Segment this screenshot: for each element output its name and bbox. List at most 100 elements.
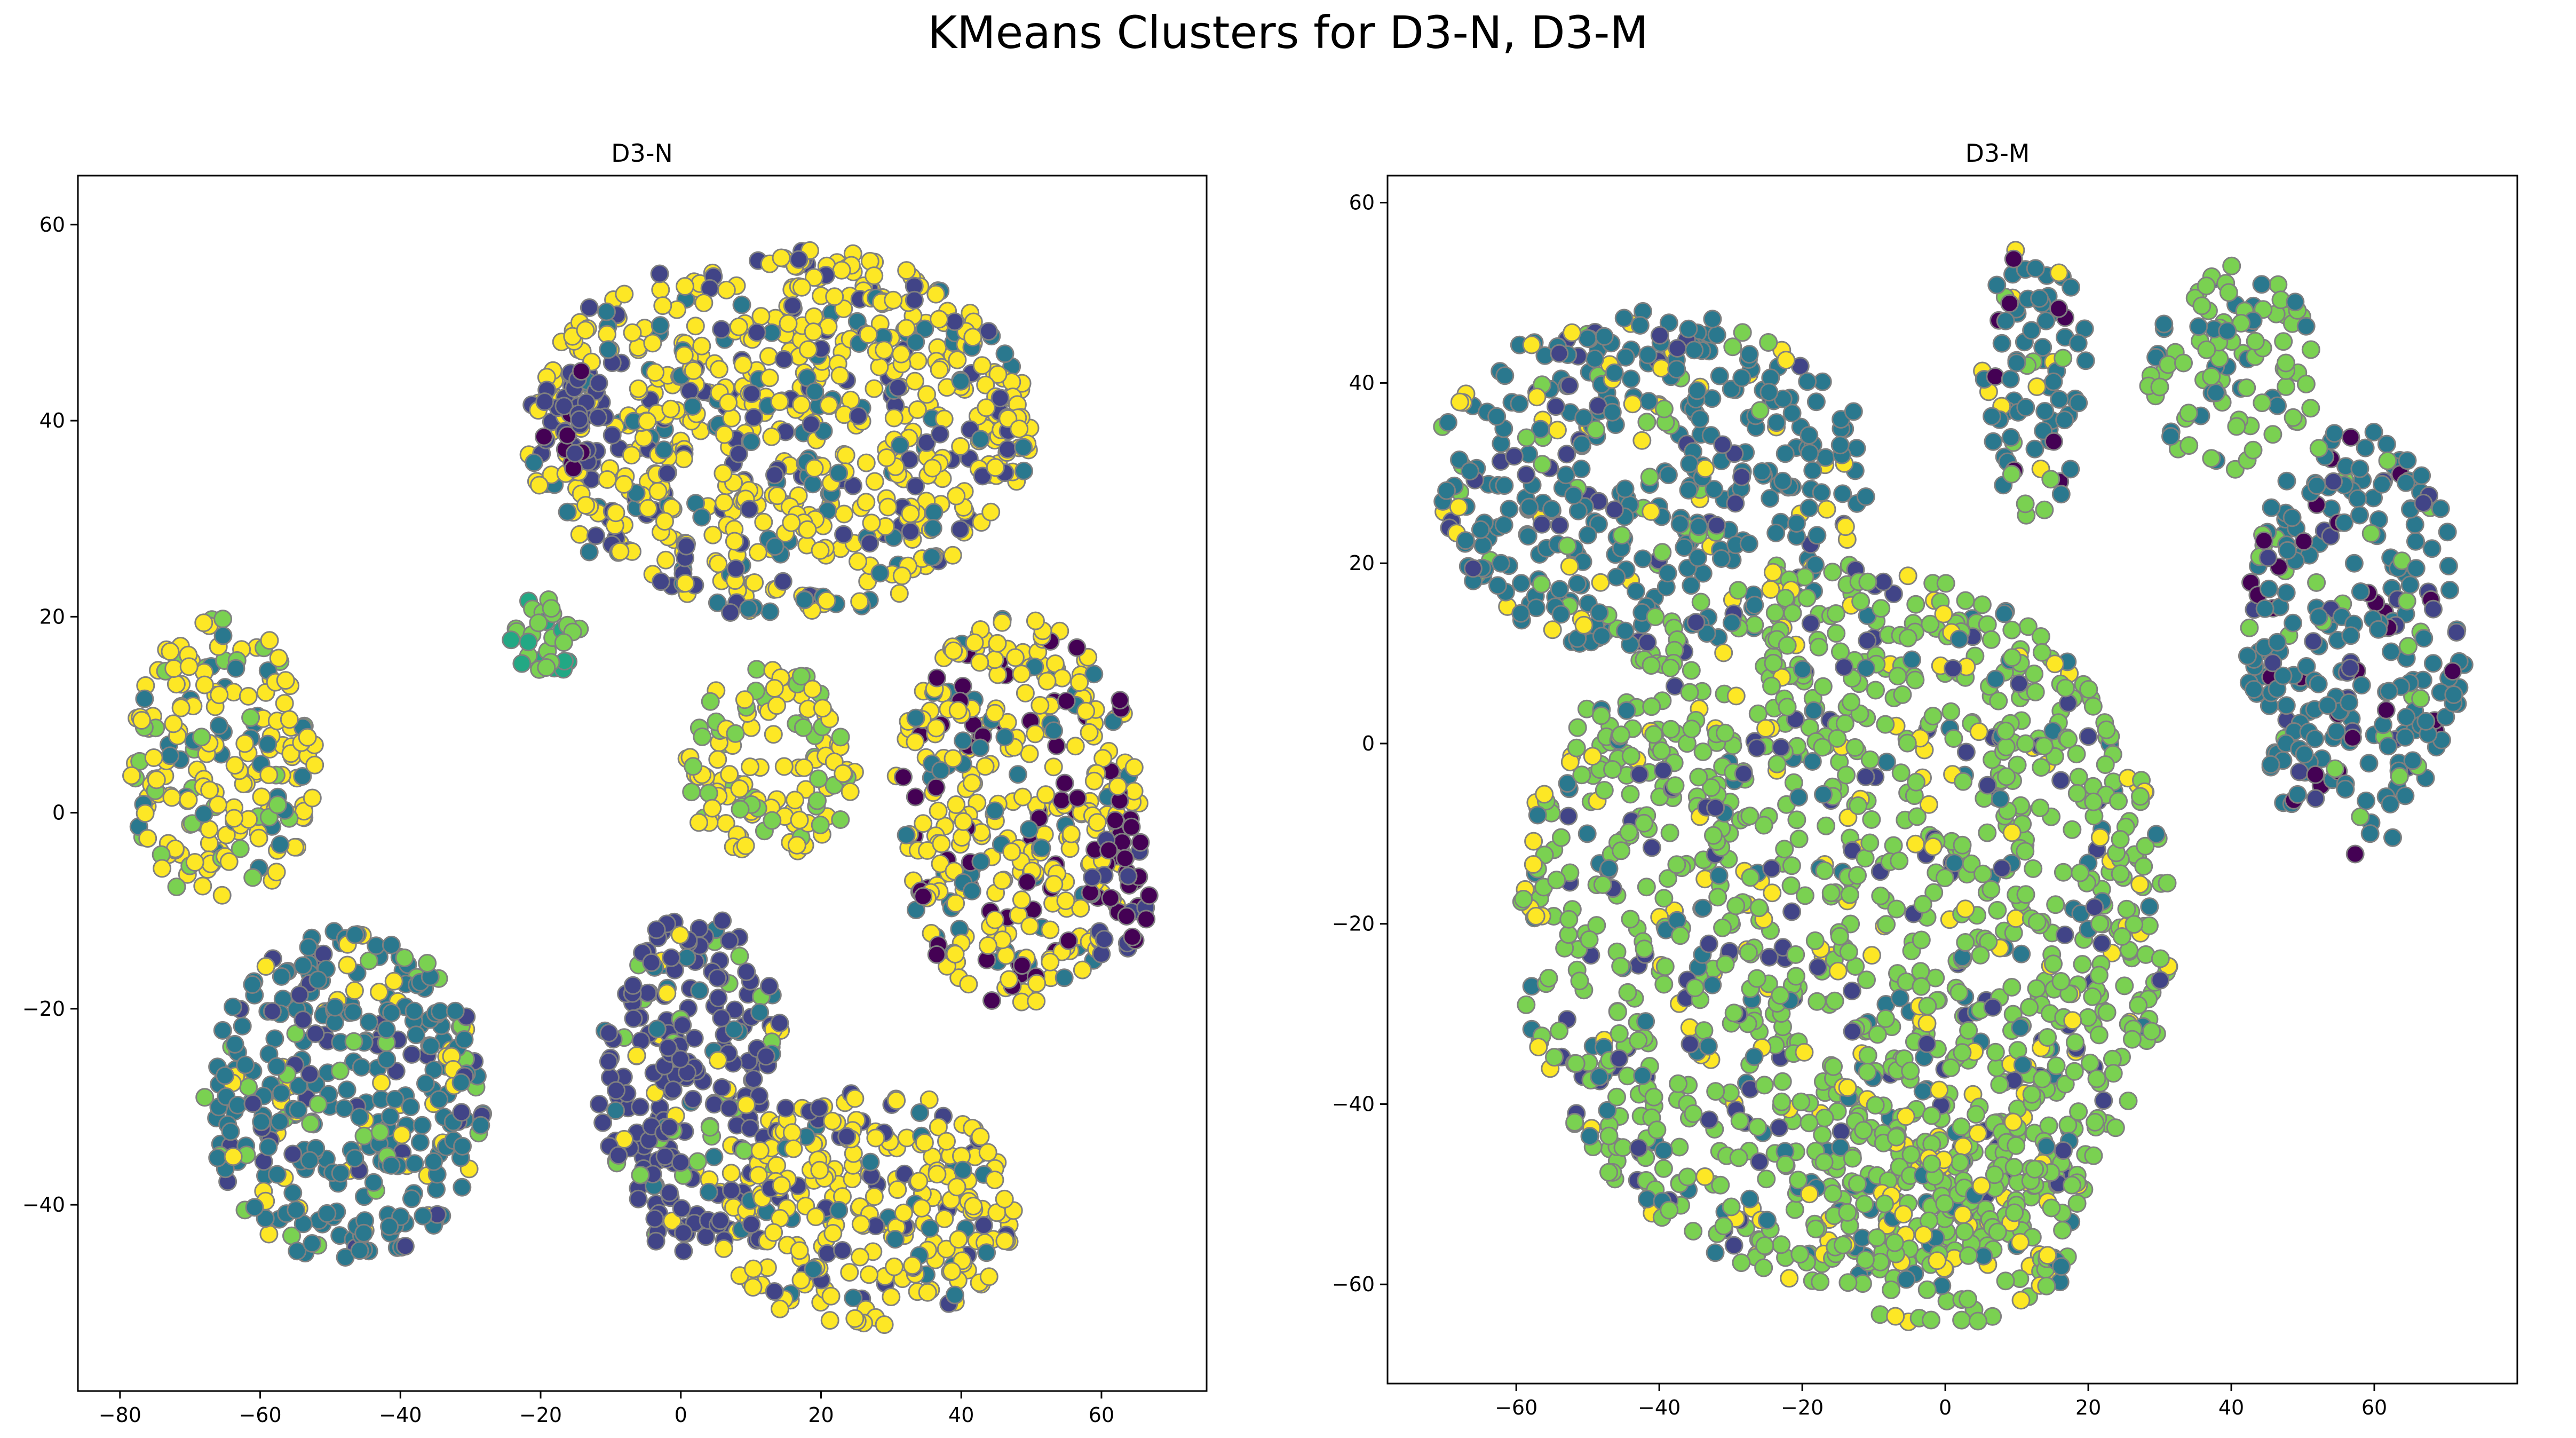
scatter-point — [405, 1154, 424, 1173]
scatter-point — [1997, 767, 2016, 786]
scatter-point — [2341, 428, 2360, 447]
scatter-point — [1703, 310, 1722, 329]
scatter-point — [946, 945, 965, 963]
scatter-point — [2002, 620, 2022, 639]
scatter-point — [580, 542, 599, 562]
scatter-point — [1707, 516, 1726, 535]
scatter-point — [1615, 479, 1635, 499]
scatter-point — [2284, 408, 2303, 427]
scatter-point — [740, 500, 759, 519]
scatter-point — [2268, 633, 2287, 652]
scatter-point — [923, 459, 942, 478]
scatter-point — [1005, 648, 1025, 667]
scatter-point — [865, 379, 884, 398]
scatter-point — [1533, 455, 1552, 474]
scatter-point — [1652, 741, 1671, 760]
scatter-point — [259, 1137, 278, 1157]
scatter-point — [2398, 451, 2417, 470]
x-tick-label: 0 — [675, 1403, 687, 1427]
scatter-point — [2134, 857, 2153, 876]
scatter-point — [2063, 1175, 2081, 1195]
scatter-point — [2284, 613, 2303, 633]
scatter-point — [1528, 805, 1547, 825]
scatter-point — [1137, 910, 1156, 929]
scatter-point — [2240, 618, 2259, 637]
scatter-point — [734, 1141, 754, 1160]
scatter-point — [167, 878, 186, 896]
scatter-point — [1805, 931, 1825, 950]
scatter-point — [2056, 678, 2075, 698]
scatter-point — [2192, 296, 2212, 315]
scatter-point — [338, 955, 357, 975]
scatter-point — [771, 1299, 789, 1318]
scatter-point — [1618, 983, 1637, 1002]
scatter-point — [1591, 573, 1610, 592]
scatter-point — [1851, 592, 1870, 611]
scatter-point — [1642, 697, 1661, 716]
scatter-point — [2129, 995, 2148, 1015]
scatter-point — [2083, 987, 2102, 1006]
scatter-point — [268, 795, 287, 815]
scatter-point — [1968, 1311, 1987, 1331]
scatter-point — [861, 1152, 880, 1172]
scatter-point — [2309, 674, 2328, 693]
scatter-point — [713, 911, 732, 930]
scatter-point — [951, 437, 970, 456]
scatter-point — [2290, 762, 2309, 781]
scatter-point — [1532, 515, 1551, 534]
scatter-point — [1123, 927, 1142, 946]
scatter-point — [985, 704, 1004, 723]
scatter-point — [1052, 791, 1071, 810]
y-tick-label: 0 — [52, 801, 65, 825]
scatter-point — [970, 653, 989, 672]
scatter-point — [935, 1209, 954, 1228]
scatter-point — [1000, 970, 1019, 989]
scatter-point — [985, 1171, 1004, 1189]
scatter-point — [607, 1081, 626, 1100]
scatter-point — [711, 1211, 730, 1230]
scatter-point — [502, 630, 521, 650]
scatter-point — [962, 881, 981, 900]
scatter-point — [1763, 883, 1782, 903]
y-tick-label: 20 — [39, 605, 65, 628]
scatter-point — [606, 503, 625, 523]
scatter-point — [953, 1160, 972, 1180]
scatter-point — [1699, 1037, 1718, 1056]
scatter-point — [2151, 970, 2170, 990]
x-tick-label: −60 — [1495, 1396, 1537, 1419]
scatter-point — [2061, 460, 2080, 479]
scatter-point — [721, 603, 740, 622]
scatter-point — [1981, 630, 2001, 649]
scatter-point — [2034, 737, 2054, 756]
scatter-point — [759, 347, 778, 366]
scatter-point — [2086, 1112, 2105, 1132]
scatter-point — [2161, 427, 2180, 446]
scatter-point — [407, 1025, 426, 1045]
scatter-point — [1787, 514, 1806, 533]
scatter-point — [934, 409, 954, 429]
scatter-point — [803, 680, 822, 699]
scatter-point — [1866, 681, 1885, 700]
scatter-point — [241, 708, 260, 727]
scatter-point — [845, 1309, 865, 1328]
scatter-point — [1637, 878, 1656, 897]
scatter-point — [1872, 599, 1891, 618]
scatter-point — [372, 1073, 391, 1092]
y-tick-label: −20 — [1332, 912, 1375, 936]
scatter-point — [2010, 674, 2029, 693]
scatter-point — [690, 981, 709, 1000]
scatter-point — [208, 1148, 227, 1167]
scatter-point — [901, 504, 920, 523]
scatter-point — [1694, 1021, 1714, 1040]
scatter-point — [289, 1100, 308, 1119]
scatter-point — [798, 340, 818, 359]
scatter-point — [629, 379, 648, 398]
scatter-point — [2007, 353, 2026, 373]
scatter-point — [1669, 1074, 1688, 1093]
scatter-point — [1898, 733, 1917, 753]
scatter-point — [1611, 725, 1630, 745]
scatter-point — [395, 1237, 415, 1256]
scatter-point — [455, 1030, 474, 1049]
scatter-point — [231, 839, 250, 858]
scatter-point — [870, 564, 890, 583]
